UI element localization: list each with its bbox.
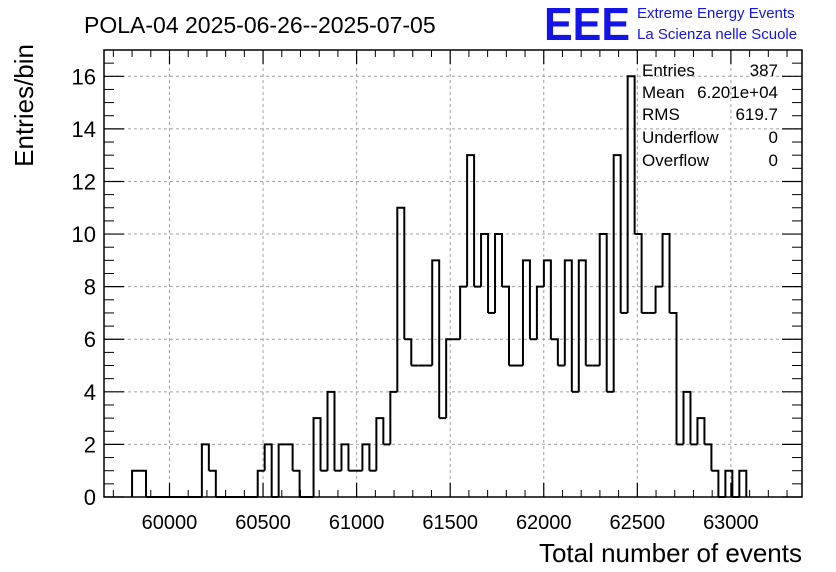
histogram-bin: [577, 259, 587, 392]
eee-logo-line2: La Scienza nelle Scuole: [637, 26, 797, 43]
x-tick-label: 61500: [422, 512, 478, 534]
y-tick-label: 14: [72, 117, 96, 142]
stats-rms-value: 619.7: [735, 105, 778, 124]
y-tick-label: 8: [84, 275, 96, 300]
histogram-bin: [459, 285, 468, 340]
y-tick-labels: 0 2 4 6 8 10 12 14 16: [72, 64, 96, 510]
histogram-bin: [696, 417, 706, 445]
histogram-bin: [404, 338, 413, 366]
y-tick-label: 6: [84, 327, 96, 352]
y-axis-title: Entries/bin: [9, 44, 39, 167]
y-tick-label: 16: [72, 64, 96, 89]
histogram-bin: [724, 469, 734, 497]
histogram-bin: [340, 443, 350, 471]
histogram-bin: [263, 443, 273, 497]
y-tick-label: 0: [84, 485, 96, 510]
histogram-bin: [542, 259, 552, 340]
histogram-bin: [711, 469, 720, 497]
histogram-bin: [200, 443, 210, 497]
stats-underflow-label: Underflow: [642, 128, 719, 147]
histogram-bin: [563, 259, 573, 392]
histogram-bin: [738, 469, 748, 497]
y-tick-label: 2: [84, 432, 96, 457]
histogram-bin: [285, 443, 294, 471]
histogram-bin: [682, 390, 692, 445]
histogram-bin: [669, 311, 678, 445]
stats-mean-label: Mean: [642, 83, 685, 102]
histogram-bin: [389, 390, 398, 445]
axis-ticks: [104, 49, 802, 498]
histogram-bin: [256, 469, 265, 497]
x-tick-label: 63000: [703, 512, 759, 534]
x-axis-title: Total number of events: [539, 538, 802, 568]
histogram-bin: [277, 443, 286, 497]
stats-entries-value: 387: [750, 61, 778, 80]
histogram-bin: [634, 233, 643, 313]
x-tick-label: 60500: [235, 512, 291, 534]
stats-mean-value: 6.201e+04: [697, 83, 778, 102]
histogram-bin: [704, 443, 713, 471]
y-tick-label: 10: [72, 222, 96, 247]
histogram-bin: [612, 154, 622, 392]
histogram-bin: [494, 233, 504, 313]
histogram-bin: [396, 206, 406, 392]
stats-overflow-value: 0: [769, 151, 778, 170]
histogram-bin: [626, 75, 636, 313]
stats-underflow-value: 0: [769, 128, 778, 147]
histogram-bin: [550, 338, 559, 366]
histogram-bin: [431, 259, 441, 419]
stats-box: Entries 387 Mean 6.201e+04 RMS 619.7 Und…: [642, 61, 778, 170]
histogram-bin: [535, 285, 544, 340]
x-tick-label: 62500: [610, 512, 666, 534]
y-tick-label: 4: [84, 380, 96, 405]
stats-entries-label: Entries: [642, 61, 695, 80]
stats-overflow-label: Overflow: [642, 151, 710, 170]
x-tick-label: 60000: [142, 512, 198, 534]
x-tick-labels: 60000 60500 61000 61500 62000 62500 63000: [142, 512, 759, 534]
histogram-bin: [502, 285, 510, 366]
histogram-bin: [361, 443, 371, 471]
histogram-bin: [131, 469, 140, 497]
eee-logo-line1: Extreme Energy Events: [637, 5, 795, 22]
histogram-bin: [654, 285, 663, 313]
histogram-bin: [208, 469, 217, 497]
histogram-bin: [521, 259, 531, 366]
eee-logo-letters: EEE: [544, 0, 630, 50]
histogram-bin: [375, 417, 385, 471]
histogram-bin: [661, 233, 671, 313]
histogram-bin: [326, 390, 336, 471]
x-tick-label: 61000: [329, 512, 385, 534]
histogram-bin: [312, 417, 322, 497]
histogram-bin: [292, 469, 301, 497]
histogram-bin: [139, 469, 148, 497]
histogram-bin: [480, 233, 490, 313]
x-tick-label: 62000: [516, 512, 572, 534]
chart-title: POLA-04 2025-06-26--2025-07-05: [84, 12, 436, 38]
histogram-bin: [466, 154, 476, 287]
histogram-bin: [598, 233, 608, 392]
histogram-bin: [445, 338, 454, 419]
y-tick-label: 12: [72, 169, 96, 194]
stats-rms-label: RMS: [642, 105, 680, 124]
